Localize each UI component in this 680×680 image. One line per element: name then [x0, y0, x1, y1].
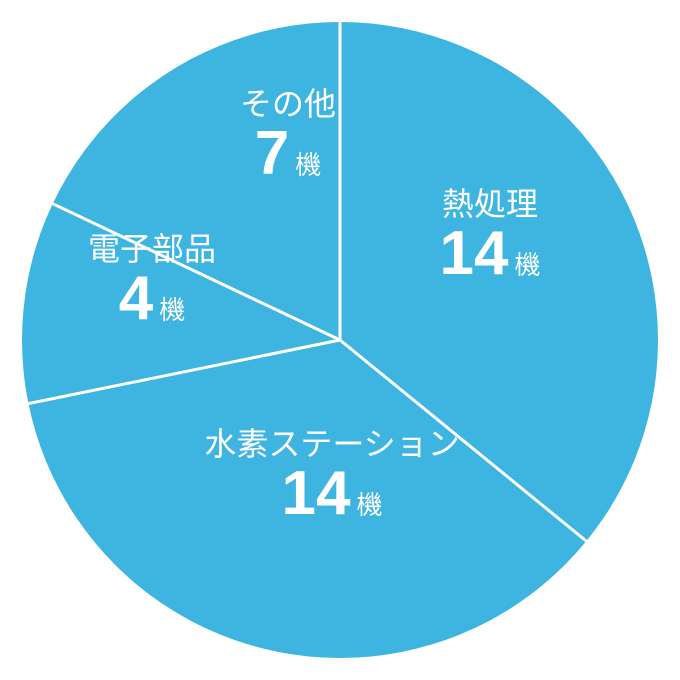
slice-unit-electronic: 機	[159, 295, 185, 325]
pie-svg: 熱処理14機水素ステーション14機電子部品4機その他7機	[0, 0, 680, 680]
slice-value-electronic: 4	[119, 264, 154, 333]
slice-title-heat: 熱処理	[442, 186, 538, 222]
slice-unit-hydrogen: 機	[356, 490, 382, 520]
slice-value-heat: 14	[440, 219, 509, 288]
slice-value-hydrogen: 14	[282, 459, 351, 528]
slice-unit-heat: 機	[514, 250, 540, 280]
pie-chart: 熱処理14機水素ステーション14機電子部品4機その他7機	[0, 0, 680, 680]
slice-value-other: 7	[255, 119, 289, 188]
slice-unit-other: 機	[295, 150, 321, 180]
slice-title-hydrogen: 水素ステーション	[204, 426, 459, 462]
slice-title-electronic: 電子部品	[88, 231, 216, 267]
slice-title-other: その他	[240, 86, 336, 122]
